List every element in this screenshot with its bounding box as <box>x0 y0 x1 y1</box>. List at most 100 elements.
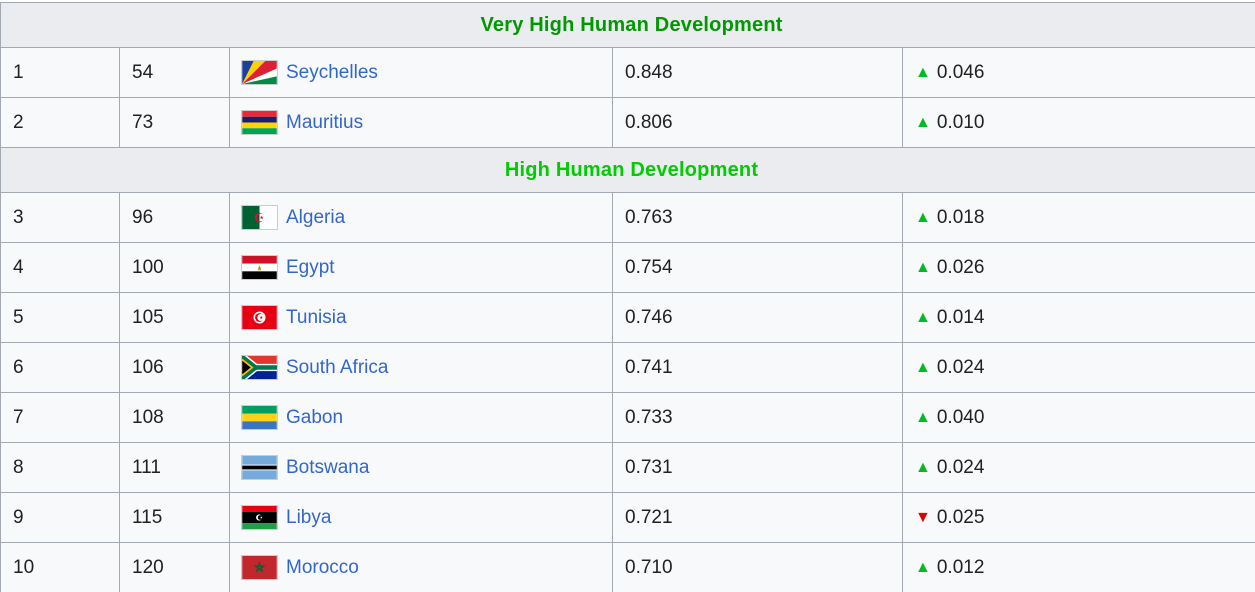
hdi-value: 0.721 <box>625 506 673 528</box>
country-flag-and-link: Tunisia <box>242 306 604 329</box>
rank-value: 9 <box>13 506 24 528</box>
change-cell: ▲ 0.024 <box>901 442 1255 493</box>
tunisia-flag-icon <box>242 306 277 329</box>
table-row: 3 96 Algeria 0.763 ▲ 0.018 <box>0 192 1255 243</box>
change-value: 0.010 <box>936 111 985 133</box>
hdi-value-cell: 0.806 <box>612 97 903 148</box>
hdi-value: 0.754 <box>625 256 673 278</box>
world-rank-value: 111 <box>132 456 161 478</box>
change-value: 0.026 <box>936 256 985 278</box>
morocco-flag-icon <box>242 556 277 579</box>
world-rank-value: 73 <box>132 111 154 133</box>
table-row: 9 115 Libya 0.721 ▼ 0.025 <box>0 492 1255 543</box>
world-rank-cell: 73 <box>119 97 230 148</box>
hdi-value: 0.733 <box>625 406 673 428</box>
south-africa-flag-icon <box>242 356 277 379</box>
country-link[interactable]: Tunisia <box>286 306 347 328</box>
hdi-value-cell: 0.733 <box>612 392 903 443</box>
change-indicator: ▲ 0.024 <box>915 457 1254 479</box>
increase-arrow-icon: ▲ <box>915 258 931 276</box>
change-cell: ▲ 0.040 <box>901 392 1255 443</box>
country-cell: Mauritius <box>229 97 613 148</box>
rank-cell: 7 <box>0 392 120 443</box>
section-header-title: Very High Human Development <box>0 2 1255 48</box>
change-indicator: ▲ 0.010 <box>915 112 1254 134</box>
country-link[interactable]: South Africa <box>286 356 389 378</box>
increase-arrow-icon: ▲ <box>915 63 931 81</box>
rank-cell: 4 <box>0 242 120 293</box>
hdi-value-cell: 0.710 <box>612 542 903 592</box>
country-link[interactable]: Libya <box>286 506 332 528</box>
change-indicator: ▲ 0.040 <box>915 407 1254 429</box>
table-row: 10 120 Morocco 0.710 ▲ 0.012 <box>0 542 1255 592</box>
rank-cell: 10 <box>0 542 120 592</box>
world-rank-value: 115 <box>132 506 163 528</box>
world-rank-cell: 120 <box>119 542 230 592</box>
country-link[interactable]: Egypt <box>286 256 335 278</box>
change-indicator: ▲ 0.046 <box>915 62 1254 84</box>
world-rank-value: 106 <box>132 356 164 378</box>
country-link[interactable]: Seychelles <box>286 61 378 83</box>
mauritius-flag-icon <box>242 111 277 134</box>
change-value: 0.012 <box>936 556 985 578</box>
country-flag-and-link: Botswana <box>242 456 604 479</box>
hdi-value-cell: 0.763 <box>612 192 903 243</box>
country-link[interactable]: Morocco <box>286 556 359 578</box>
country-flag-and-link: Mauritius <box>242 111 604 134</box>
libya-flag-icon <box>242 506 277 529</box>
rank-cell: 2 <box>0 97 120 148</box>
table-row: 7 108 Gabon 0.733 ▲ 0.040 <box>0 392 1255 443</box>
table-row: 1 54 Seychelles 0.848 ▲ 0.046 <box>0 47 1255 98</box>
change-cell: ▼ 0.025 <box>901 492 1255 543</box>
rank-cell: 9 <box>0 492 120 543</box>
world-rank-cell: 105 <box>119 292 230 343</box>
rank-value: 6 <box>13 356 24 378</box>
country-flag-and-link: Morocco <box>242 556 604 579</box>
change-cell: ▲ 0.010 <box>901 97 1255 148</box>
change-value: 0.040 <box>936 406 985 428</box>
hdi-value: 0.710 <box>625 556 673 578</box>
rank-cell: 3 <box>0 192 120 243</box>
hdi-value: 0.741 <box>625 356 673 378</box>
hdi-value-cell: 0.848 <box>612 47 903 98</box>
rank-value: 4 <box>13 256 24 278</box>
country-cell: Libya <box>229 492 613 543</box>
hdi-value-cell: 0.746 <box>612 292 903 343</box>
change-indicator: ▲ 0.026 <box>915 257 1254 279</box>
world-rank-value: 96 <box>132 206 154 228</box>
increase-arrow-icon: ▲ <box>915 408 931 426</box>
rank-value: 8 <box>13 456 24 478</box>
change-value: 0.024 <box>936 356 985 378</box>
algeria-flag-icon <box>242 206 277 229</box>
world-rank-value: 120 <box>132 556 164 578</box>
egypt-flag-icon <box>242 256 277 279</box>
increase-arrow-icon: ▲ <box>915 208 931 226</box>
world-rank-cell: 54 <box>119 47 230 98</box>
increase-arrow-icon: ▲ <box>915 558 931 576</box>
country-link[interactable]: Botswana <box>286 456 370 478</box>
change-value: 0.018 <box>936 206 985 228</box>
world-rank-cell: 100 <box>119 242 230 293</box>
country-cell: Seychelles <box>229 47 613 98</box>
country-link[interactable]: Gabon <box>286 406 344 428</box>
world-rank-value: 105 <box>132 306 164 328</box>
world-rank-cell: 111 <box>119 442 230 493</box>
hdi-value: 0.806 <box>625 111 673 133</box>
country-link[interactable]: Mauritius <box>286 111 364 133</box>
change-indicator: ▲ 0.012 <box>915 557 1254 579</box>
gabon-flag-icon <box>242 406 277 429</box>
hdi-value: 0.731 <box>625 456 673 478</box>
change-value: 0.025 <box>936 506 985 528</box>
hdi-value-cell: 0.741 <box>612 342 903 393</box>
world-rank-cell: 106 <box>119 342 230 393</box>
change-cell: ▲ 0.046 <box>901 47 1255 98</box>
country-link[interactable]: Algeria <box>286 206 346 228</box>
increase-arrow-icon: ▲ <box>915 458 931 476</box>
country-cell: Algeria <box>229 192 613 243</box>
hdi-value-cell: 0.754 <box>612 242 903 293</box>
rank-value: 1 <box>13 61 24 83</box>
rank-value: 2 <box>13 111 24 133</box>
country-flag-and-link: Gabon <box>242 406 604 429</box>
